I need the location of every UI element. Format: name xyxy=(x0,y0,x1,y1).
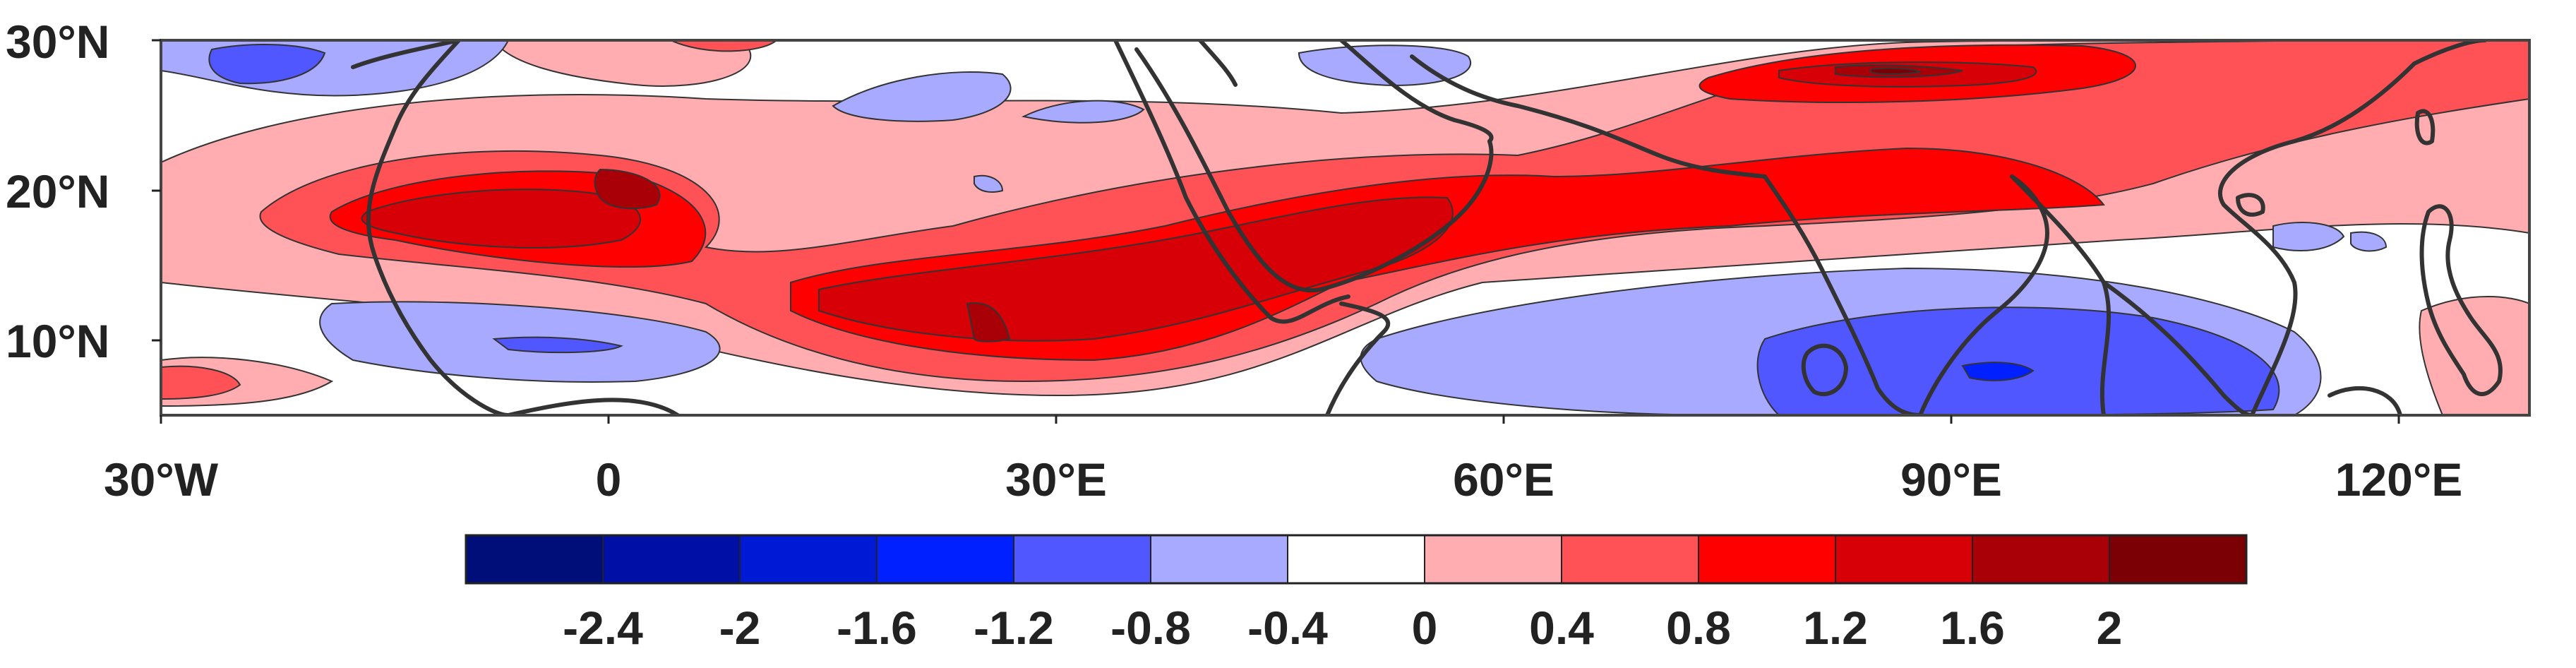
colorbar-boxes xyxy=(465,535,2247,584)
colorbar-box-1 xyxy=(602,535,741,584)
coastline-borneo-tip xyxy=(2328,386,2402,415)
lon-label-30e: 30°E xyxy=(1005,453,1107,506)
contour-neg1.2-bay xyxy=(1961,362,2035,381)
colorbar-tick-label: -0.8 xyxy=(1110,602,1191,654)
contour-max xyxy=(1870,67,1923,75)
contour-neg0.4-n2 xyxy=(1021,100,1145,124)
contour-1.6 xyxy=(361,189,641,249)
colorbar-tick-label: -2.4 xyxy=(563,602,643,654)
colorbar-tick-label: -1.6 xyxy=(837,602,917,654)
lon-label-60e: 60°E xyxy=(1453,453,1554,506)
colorbar-tick-label: 1.6 xyxy=(1940,602,2005,654)
colorbar-tick-label: 0 xyxy=(1412,602,1438,654)
colorbar-box-7 xyxy=(1424,535,1562,584)
contour-2.0-central xyxy=(966,302,1011,342)
colorbar-tick-label: 1.2 xyxy=(1803,602,1868,654)
map-plot-area xyxy=(161,40,2529,415)
contour-neg0.4-phil xyxy=(2272,222,2345,251)
colorbar-box-0 xyxy=(465,535,604,584)
contour-neg0.8-nw xyxy=(208,44,326,85)
contour-2.0 xyxy=(594,168,661,210)
colorbar-tick-label: 0.4 xyxy=(1529,602,1594,654)
colorbar-box-6 xyxy=(1287,535,1425,584)
coastline-south-china xyxy=(2218,40,2487,415)
colorbar-tick-label: 0.8 xyxy=(1666,602,1731,654)
colorbar-tick-label: -2 xyxy=(719,602,761,654)
positive-anomaly-contours xyxy=(161,40,2529,415)
lon-label-90e: 90°E xyxy=(1900,453,2002,506)
lat-label-10n: 10°N xyxy=(6,315,109,367)
coastline-sri-lanka xyxy=(1801,343,1848,397)
colorbar-box-3 xyxy=(876,535,1014,584)
contour-neg0.4-n1 xyxy=(832,71,1012,122)
contour-neg0.4-scs xyxy=(2350,231,2388,252)
lat-ticks xyxy=(152,39,161,342)
coastline-taiwan xyxy=(2414,109,2436,145)
colorbar-box-12 xyxy=(2109,535,2247,584)
colorbar-box-9 xyxy=(1698,535,1836,584)
colorbar-box-2 xyxy=(739,535,877,584)
coastline-philippines xyxy=(2419,204,2503,397)
colorbar-box-11 xyxy=(1972,535,2110,584)
contour-neg0.8-bay xyxy=(1756,306,2280,415)
colorbar-labels: -2.4 -2 -1.6 -1.2 -0.8 -0.4 0 0.4 0.8 1.2 1.6 2 xyxy=(563,602,2122,654)
coastlines xyxy=(351,40,2503,415)
coastline-horn-africa xyxy=(1325,302,1391,415)
coastline-west-africa xyxy=(366,40,510,415)
contour-0.8-north xyxy=(670,40,778,52)
negative-anomaly-contours xyxy=(161,40,2388,415)
colorbar-tick-label: -1.2 xyxy=(974,602,1054,654)
coastline-indochina xyxy=(2102,280,2254,415)
coastline-persian-gulf xyxy=(1410,54,1767,179)
coastline-arabia-north xyxy=(1339,40,1494,143)
lon-ticks xyxy=(160,415,2400,424)
coastline-red-sea-west xyxy=(1113,40,1350,324)
colorbar-frame xyxy=(465,534,2248,585)
lon-label-30w: 30°W xyxy=(104,453,219,506)
colorbar-box-8 xyxy=(1561,535,1699,584)
lat-label-30n: 30°N xyxy=(6,16,109,68)
contour-neg0.8-sahel xyxy=(492,336,623,354)
contour-0.4-philippines xyxy=(2419,296,2529,415)
colorbar: -2.4 -2 -1.6 -1.2 -0.8 -0.4 0 0.4 0.8 1.2 1.6 2 xyxy=(465,534,2248,654)
map-frame xyxy=(160,39,2531,417)
coastline-india-west xyxy=(1763,174,1922,415)
lat-label-20n: 20°N xyxy=(6,165,109,217)
coastline-gulf-of-guinea xyxy=(506,398,680,415)
colorbar-tick-label: -0.4 xyxy=(1247,602,1328,654)
colorbar-box-5 xyxy=(1150,535,1288,584)
contour-0.4-northwest xyxy=(493,40,752,87)
lon-label-120e: 120°E xyxy=(2335,453,2463,506)
colorbar-tick-label: 2 xyxy=(2097,602,2123,654)
colorbar-box-10 xyxy=(1835,535,1973,584)
coastline-hainan xyxy=(2236,193,2265,217)
coastline-caspian xyxy=(1198,40,1238,87)
coastline-north-africa xyxy=(351,40,461,69)
contour-0.8-west xyxy=(161,365,241,400)
colorbar-box-4 xyxy=(1013,535,1151,584)
contour-neg0.4-arabia xyxy=(1298,44,1471,86)
contour-neg0.4-small xyxy=(974,174,1004,193)
coastline-red-sea-east xyxy=(1134,47,1494,293)
lon-label-0: 0 xyxy=(596,453,622,506)
